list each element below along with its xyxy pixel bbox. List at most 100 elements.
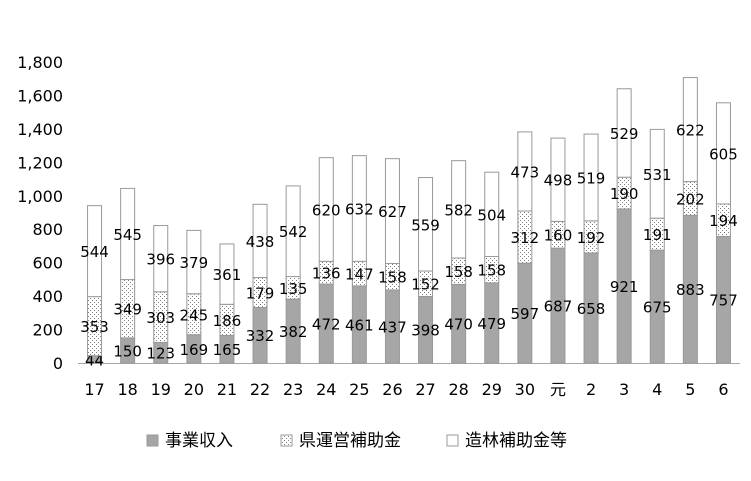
x-tick-label: 22: [250, 380, 270, 399]
x-tick-label: 元: [550, 380, 566, 399]
bar-segment: [451, 160, 467, 259]
x-tick-label: 18: [117, 380, 137, 399]
bar-segment: [87, 205, 103, 298]
y-tick-label: 1,200: [17, 153, 63, 172]
bar-segment: [252, 203, 268, 279]
data-label: 179: [246, 285, 275, 303]
data-label: 382: [279, 323, 308, 341]
data-label: 473: [511, 163, 540, 181]
data-label: 398: [411, 322, 440, 340]
bar-segment: [351, 155, 367, 262]
data-label: 883: [676, 281, 705, 299]
data-label: 202: [676, 190, 705, 208]
data-label: 147: [345, 266, 374, 284]
data-label: 531: [643, 166, 672, 184]
data-label: 192: [577, 229, 606, 247]
x-tick-label: 6: [718, 380, 728, 399]
data-label: 620: [312, 201, 341, 219]
data-label: 332: [246, 327, 275, 345]
bar-segment: [285, 185, 301, 278]
y-tick-label: 0: [53, 354, 63, 373]
data-label: 303: [146, 309, 175, 327]
data-label: 504: [477, 206, 506, 224]
bar-segment: [517, 131, 533, 212]
data-label: 160: [544, 227, 573, 245]
data-label: 757: [709, 292, 738, 310]
x-tick-label: 20: [184, 380, 204, 399]
legend-label: 県運営補助金: [299, 431, 401, 451]
data-label: 361: [213, 266, 242, 284]
data-label: 190: [610, 185, 639, 203]
y-tick-label: 1,000: [17, 187, 63, 206]
data-label: 545: [113, 226, 142, 244]
x-tick-label: 23: [283, 380, 303, 399]
data-label: 396: [146, 251, 175, 269]
data-label: 169: [180, 341, 209, 359]
bar-segment: [583, 133, 599, 222]
bar-segment: [384, 158, 400, 265]
data-label: 622: [676, 122, 705, 140]
y-tick-label: 400: [32, 287, 63, 306]
data-label: 627: [378, 203, 407, 221]
data-label: 921: [610, 278, 639, 296]
x-tick-label: 5: [685, 380, 695, 399]
data-label: 245: [180, 306, 209, 324]
x-tick-label: 26: [382, 380, 402, 399]
data-label: 150: [113, 342, 142, 360]
x-tick-label: 29: [482, 380, 502, 399]
x-tick-label: 19: [151, 380, 171, 399]
data-label: 597: [511, 305, 540, 323]
data-label: 438: [246, 233, 275, 251]
bar-segment: [649, 128, 665, 219]
data-label: 165: [213, 341, 242, 359]
x-tick-label: 17: [84, 380, 104, 399]
x-tick-label: 24: [316, 380, 336, 399]
bar-segment: [318, 157, 334, 262]
y-tick-label: 1,600: [17, 86, 63, 105]
legend-label: 造林補助金等: [465, 431, 567, 451]
bar-segment: [219, 243, 235, 305]
x-tick-label: 28: [448, 380, 468, 399]
data-label: 152: [411, 276, 440, 294]
data-label: 544: [80, 243, 109, 261]
data-label: 379: [180, 254, 209, 272]
data-label: 519: [577, 169, 606, 187]
data-label: 605: [709, 145, 738, 163]
bar-segment: [715, 102, 731, 205]
data-label: 687: [544, 298, 573, 316]
bar-segment: [616, 88, 632, 178]
data-label: 542: [279, 223, 308, 241]
x-tick-label: 4: [652, 380, 662, 399]
x-tick-label: 25: [349, 380, 369, 399]
data-label: 353: [80, 318, 109, 336]
data-label: 529: [610, 125, 639, 143]
bar-segment: [186, 229, 202, 295]
y-tick-label: 200: [32, 321, 63, 340]
x-tick-label: 2: [586, 380, 596, 399]
x-tick-label: 30: [515, 380, 535, 399]
data-label: 582: [444, 201, 473, 219]
data-label: 194: [709, 212, 738, 230]
y-tick-label: 600: [32, 254, 63, 273]
bar-segment: [682, 77, 698, 183]
data-label: 158: [477, 262, 506, 280]
data-label: 437: [378, 318, 407, 336]
data-label: 472: [312, 316, 341, 334]
data-label: 191: [643, 226, 672, 244]
legend-swatch: [146, 434, 159, 447]
data-label: 158: [444, 263, 473, 281]
data-label: 186: [213, 312, 242, 330]
data-label: 632: [345, 200, 374, 218]
bar-segment: [550, 137, 566, 222]
data-label: 675: [643, 299, 672, 317]
data-label: 479: [477, 315, 506, 333]
data-label: 158: [378, 269, 407, 287]
bar-segment: [418, 177, 434, 272]
data-label: 658: [577, 300, 606, 318]
bar-segment: [120, 187, 136, 281]
x-tick-label: 27: [415, 380, 435, 399]
y-tick-label: 1,800: [17, 53, 63, 72]
data-label: 559: [411, 216, 440, 234]
